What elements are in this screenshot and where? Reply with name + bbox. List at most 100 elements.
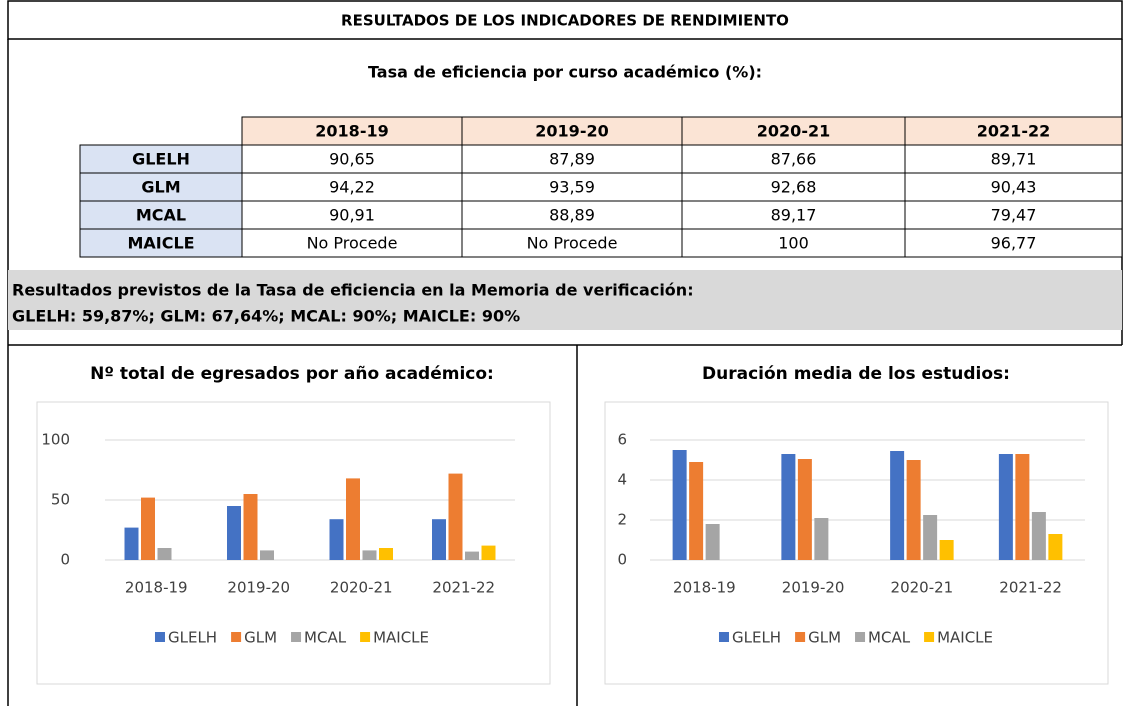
cell-text: 89,17 <box>771 206 817 225</box>
legend-label: GLELH <box>168 629 217 647</box>
legend-swatch <box>360 632 371 642</box>
cell <box>241 200 463 230</box>
chart-title: Nº total de egresados por año académico: <box>90 364 494 384</box>
y-tick-label: 2 <box>617 511 627 529</box>
bar <box>890 451 905 560</box>
cell <box>904 172 1123 202</box>
legend-label: GLM <box>244 629 277 647</box>
bar <box>346 478 360 560</box>
bar <box>329 519 344 560</box>
cell <box>79 228 243 258</box>
bar <box>362 550 377 560</box>
cell <box>904 200 1123 230</box>
legend-swatch <box>855 632 866 642</box>
legend-label: MAICLE <box>373 629 429 647</box>
legend-label: GLELH <box>732 629 781 647</box>
cell <box>681 228 906 258</box>
cell-text: 89,71 <box>991 150 1037 169</box>
header-cell <box>241 116 463 146</box>
note-box <box>8 270 1122 330</box>
column-header: 2018-19 <box>315 122 388 141</box>
row-header: MAICLE <box>127 234 194 253</box>
header-cell <box>904 116 1123 146</box>
legend-label: MCAL <box>868 629 911 647</box>
cell <box>241 228 463 258</box>
legend-label: MCAL <box>304 629 347 647</box>
bar <box>432 519 446 560</box>
bar <box>923 515 938 560</box>
cell <box>79 144 243 174</box>
bar <box>448 473 463 560</box>
column-header: 2021-22 <box>977 122 1050 141</box>
bar <box>906 460 921 560</box>
row-header: GLM <box>141 178 180 197</box>
column-header: 2019-20 <box>535 122 608 141</box>
cell <box>681 200 906 230</box>
y-tick-label: 0 <box>617 551 627 569</box>
bar <box>814 518 829 560</box>
bar <box>481 545 496 560</box>
x-tick-label: 2018-19 <box>673 579 736 597</box>
cell-text: 100 <box>778 234 809 253</box>
note-line: Resultados previstos de la Tasa de efici… <box>12 281 694 300</box>
bar <box>1031 512 1046 560</box>
y-tick-label: 100 <box>41 431 70 449</box>
bar <box>465 551 479 560</box>
cell-text: 87,66 <box>771 150 817 169</box>
bar <box>1048 534 1063 560</box>
bar <box>1015 454 1030 560</box>
cell <box>79 172 243 202</box>
note-line: GLELH: 59,87%; GLM: 67,64%; MCAL: 90%; M… <box>12 307 520 326</box>
cell <box>461 228 683 258</box>
legend-swatch <box>231 632 242 642</box>
x-tick-label: 2019-20 <box>227 579 290 597</box>
bar <box>260 550 274 560</box>
cell-text: 93,59 <box>549 178 595 197</box>
bar <box>227 506 241 560</box>
cell <box>241 172 463 202</box>
chart-frame <box>604 401 1109 685</box>
x-tick-label: 2020-21 <box>891 579 954 597</box>
cell-text: 90,91 <box>329 206 375 225</box>
cell-text: 87,89 <box>549 150 595 169</box>
legend-label: MAICLE <box>937 629 993 647</box>
bar <box>689 462 704 560</box>
bar <box>781 454 796 560</box>
chart-frame <box>36 401 551 685</box>
cell-text: No Procede <box>527 234 618 253</box>
frame <box>7 0 1123 706</box>
x-tick-label: 2021-22 <box>432 579 495 597</box>
chart-title: Duración media de los estudios: <box>702 364 1010 384</box>
cell <box>461 172 683 202</box>
header-cell <box>461 116 683 146</box>
cell <box>241 144 463 174</box>
cell <box>904 144 1123 174</box>
bar <box>157 548 172 560</box>
bar <box>124 527 139 560</box>
bar <box>141 497 155 560</box>
cell-text: 88,89 <box>549 206 595 225</box>
bar <box>672 450 687 560</box>
cell <box>681 172 906 202</box>
row-header: GLELH <box>132 150 190 169</box>
legend-label: GLM <box>808 629 841 647</box>
bar <box>705 524 720 560</box>
row-header: MCAL <box>136 206 186 225</box>
bar <box>939 540 954 560</box>
cell <box>79 200 243 230</box>
cell-text: 79,47 <box>991 206 1037 225</box>
cell-text: No Procede <box>307 234 398 253</box>
legend-swatch <box>924 632 935 642</box>
page-title: RESULTADOS DE LOS INDICADORES DE RENDIMI… <box>341 12 789 30</box>
x-tick-label: 2019-20 <box>782 579 845 597</box>
x-tick-label: 2021-22 <box>999 579 1062 597</box>
bar <box>379 548 393 560</box>
x-tick-label: 2018-19 <box>125 579 188 597</box>
cell-text: 92,68 <box>771 178 817 197</box>
legend-swatch <box>718 632 729 642</box>
bar <box>797 459 812 560</box>
bar <box>998 454 1013 560</box>
legend-swatch <box>291 632 302 642</box>
y-tick-label: 50 <box>51 491 70 509</box>
